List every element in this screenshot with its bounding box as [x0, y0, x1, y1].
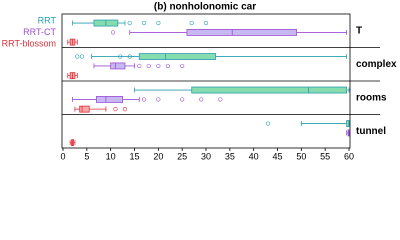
outlier	[265, 121, 271, 126]
outlier	[122, 107, 128, 112]
box	[110, 62, 126, 70]
x-tick-label: 20	[153, 151, 163, 161]
outlier	[199, 97, 204, 102]
x-tick-label: 30	[201, 151, 211, 161]
outlier	[180, 63, 185, 69]
x-tick-label: 40	[249, 151, 259, 161]
outlier	[118, 54, 123, 59]
x-tick-label: 15	[129, 151, 139, 161]
x-tick-label: 5	[84, 151, 89, 161]
chart-title: (b) nonholonomic car	[154, 2, 256, 13]
x-tick-label: 50	[296, 151, 306, 161]
outlier	[137, 63, 142, 69]
outlier	[79, 54, 85, 59]
legend-label: RRT-blossom	[2, 38, 56, 48]
x-tick-label: 55	[320, 151, 330, 161]
panel-label: T	[356, 25, 362, 36]
x-tick-label: 10	[106, 151, 116, 161]
outlier	[189, 20, 194, 26]
outlier	[75, 54, 80, 59]
legend-label: RRT	[38, 15, 57, 25]
box	[95, 96, 123, 103]
outlier	[156, 97, 161, 102]
outlier	[156, 63, 161, 69]
box	[138, 53, 216, 60]
x-tick-label: 35	[225, 151, 235, 161]
box	[79, 105, 90, 113]
outlier	[141, 97, 147, 102]
outlier	[146, 63, 151, 69]
panel-label: complex	[356, 59, 397, 70]
outlier	[127, 20, 132, 26]
x-tick-label: 0	[60, 151, 65, 161]
outlier	[165, 63, 170, 69]
outlier	[113, 107, 118, 112]
outlier	[156, 20, 161, 26]
outlier	[218, 97, 223, 102]
outlier	[110, 30, 116, 35]
x-tick-label: 45	[272, 151, 282, 161]
panel-label: rooms	[356, 92, 387, 103]
box	[191, 86, 348, 94]
outlier	[203, 20, 209, 26]
outlier	[180, 97, 185, 102]
box	[186, 29, 297, 36]
chart: (b) nonholonomic car 0 5 10 15 20 25 30 35 40 45 5…	[2, 2, 397, 162]
outlier	[127, 54, 132, 59]
x-tick-label: 60	[344, 151, 354, 161]
x-tick-label: 25	[177, 151, 187, 161]
panel-label: tunnel	[356, 126, 386, 137]
outlier	[141, 20, 147, 26]
legend-label: RRT-CT	[23, 27, 56, 37]
